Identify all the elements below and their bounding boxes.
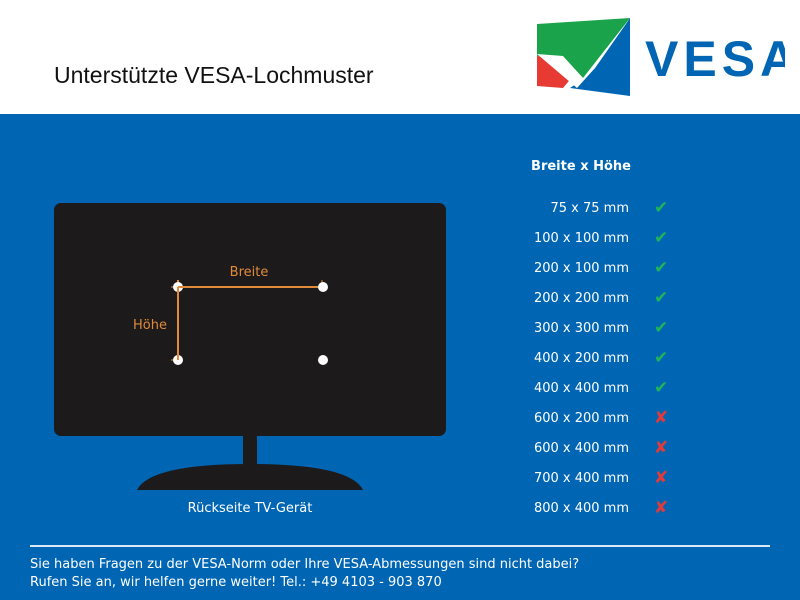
table-row: 200 x 200 mm ✔ [480, 288, 700, 311]
diagram-caption: Rückseite TV-Gerät [187, 501, 313, 516]
footer-contact: Rufen Sie an, wir helfen gerne weiter! T… [30, 575, 442, 590]
size-label: 800 x 400 mm [533, 501, 629, 516]
check-icon: ✔ [654, 228, 669, 248]
table-row: 600 x 400 mm ✘ [480, 438, 700, 461]
check-icon: ✔ [654, 258, 669, 278]
vesa-logo: VESA [537, 18, 785, 96]
size-label: 400 x 400 mm [533, 381, 629, 396]
cross-icon: ✘ [654, 408, 669, 428]
check-icon: ✔ [654, 288, 669, 308]
header: Unterstützte VESA-Lochmuster VESA [0, 0, 800, 114]
svg-text:VESA: VESA [645, 31, 785, 87]
size-label: 300 x 300 mm [533, 321, 629, 336]
check-icon: ✔ [654, 198, 669, 218]
size-label: 75 x 75 mm [550, 201, 629, 216]
table-row: 300 x 300 mm ✔ [480, 318, 700, 341]
mount-hole [318, 355, 328, 365]
check-icon: ✔ [654, 348, 669, 368]
check-icon: ✔ [654, 318, 669, 338]
size-label: 100 x 100 mm [533, 231, 629, 246]
table-header: Breite x Höhe [531, 159, 631, 174]
table-row: 400 x 200 mm ✔ [480, 348, 700, 371]
cross-icon: ✘ [654, 438, 669, 458]
table-row: 800 x 400 mm ✘ [480, 498, 700, 521]
mount-hole [318, 282, 328, 292]
divider [30, 545, 770, 547]
check-icon: ✔ [654, 378, 669, 398]
tv-back-diagram: Breite Höhe [54, 203, 446, 490]
tv-stand [137, 464, 363, 490]
tv-screen [54, 203, 446, 436]
tv-neck [243, 434, 257, 468]
table-row: 100 x 100 mm ✔ [480, 228, 700, 251]
main-panel: Breite Höhe Rückseite TV-Gerät Breite x … [0, 114, 800, 600]
size-label: 600 x 200 mm [533, 411, 629, 426]
width-label: Breite [230, 265, 269, 280]
size-label: 400 x 200 mm [533, 351, 629, 366]
table-row: 400 x 400 mm ✔ [480, 378, 700, 401]
cross-icon: ✘ [654, 468, 669, 488]
footer-question: Sie haben Fragen zu der VESA-Norm oder I… [30, 557, 580, 572]
table-row: 75 x 75 mm ✔ [480, 198, 700, 221]
page-title: Unterstützte VESA-Lochmuster [54, 62, 374, 88]
table-row: 700 x 400 mm ✘ [480, 468, 700, 491]
size-label: 600 x 400 mm [533, 441, 629, 456]
height-label: Höhe [133, 318, 167, 333]
table-row: 200 x 100 mm ✔ [480, 258, 700, 281]
cross-icon: ✘ [654, 498, 669, 518]
size-label: 200 x 100 mm [533, 261, 629, 276]
size-label: 200 x 200 mm [533, 291, 629, 306]
table-row: 600 x 200 mm ✘ [480, 408, 700, 431]
size-label: 700 x 400 mm [533, 471, 629, 486]
